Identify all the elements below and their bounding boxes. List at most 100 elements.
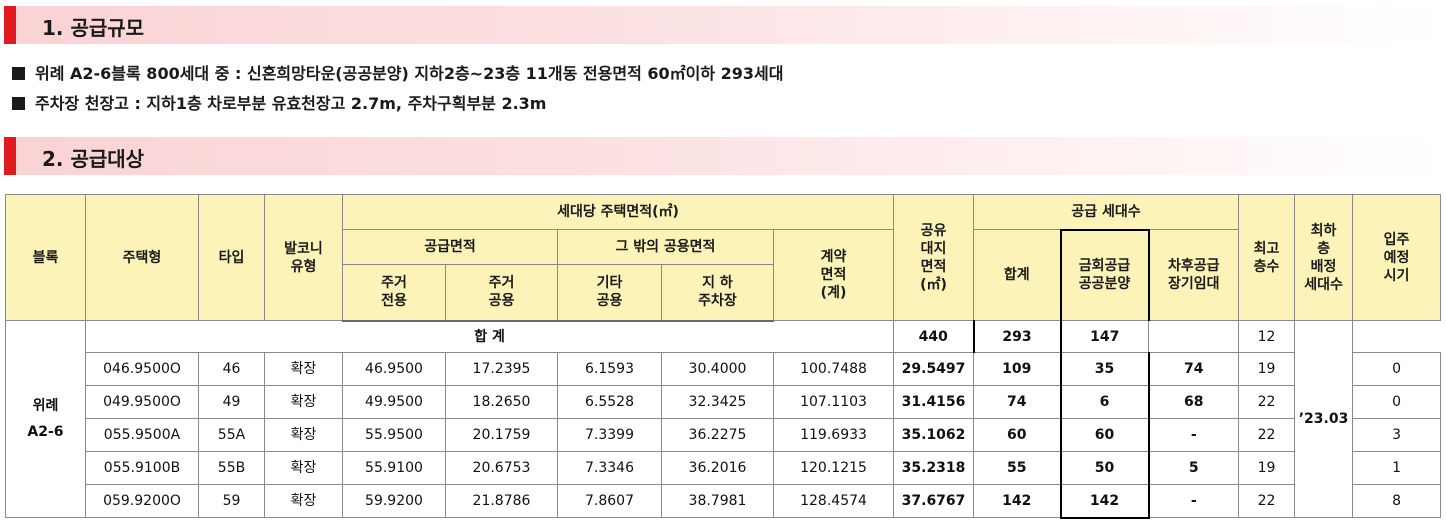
cell-later: 5 bbox=[1148, 451, 1240, 485]
cell-contract: 128.4574 bbox=[772, 484, 895, 518]
cell-housing-type: 059.9200O bbox=[85, 484, 199, 518]
header-supply-area: 공급면적 bbox=[342, 229, 558, 265]
cell-type: 55B bbox=[198, 451, 265, 485]
cell-housing-type: 055.9500A bbox=[85, 418, 199, 452]
cell-parking: 36.2016 bbox=[661, 451, 774, 485]
header-later-supply: 차후공급 장기임대 bbox=[1148, 229, 1240, 321]
square-bullet-icon bbox=[12, 97, 25, 110]
header-parking: 지 하 주차장 bbox=[661, 264, 774, 322]
cell-balcony: 확장 bbox=[264, 352, 343, 386]
cell-max-floor: 22 bbox=[1238, 418, 1296, 452]
header-total: 합계 bbox=[973, 229, 1062, 321]
cell-current: 50 bbox=[1059, 451, 1150, 485]
cell-common: 18.2650 bbox=[445, 385, 558, 419]
summary-later: 147 bbox=[1060, 320, 1150, 353]
cell-max-floor: 22 bbox=[1238, 484, 1296, 518]
header-contract-area: 계약 면적 (계) bbox=[772, 229, 895, 321]
cell-land-share: 29.5497 bbox=[893, 352, 975, 386]
cell-later: 74 bbox=[1148, 352, 1240, 386]
bullet-text: 위례 A2-6블록 800세대 중 : 신혼희망타운(공공분양) 지하2층~23… bbox=[35, 64, 784, 83]
bullet-text: 주차장 천장고 : 지하1층 차로부분 유효천장고 2.7m, 주차구획부분 2… bbox=[35, 94, 547, 113]
cell-housing-type: 055.9100B bbox=[85, 451, 199, 485]
cell-type: 46 bbox=[198, 352, 265, 386]
cell-total: 74 bbox=[973, 385, 1062, 419]
header-housing-type: 주택형 bbox=[85, 194, 199, 321]
cell-type: 59 bbox=[198, 484, 265, 518]
cell-housing-type: 046.9500O bbox=[85, 352, 199, 386]
header-land-share: 공유 대지 면적 (㎡) bbox=[893, 194, 975, 321]
cell-contract: 120.1215 bbox=[772, 451, 895, 485]
cell-type: 55A bbox=[198, 418, 265, 452]
summary-lowest: 12 bbox=[1238, 320, 1296, 353]
cell-total: 60 bbox=[973, 418, 1062, 452]
header-exclusive: 주거 전용 bbox=[342, 264, 446, 322]
cell-other: 7.3399 bbox=[557, 418, 662, 452]
summary-label: 합 계 bbox=[84, 320, 895, 353]
header-supply-units: 공급 세대수 bbox=[973, 194, 1240, 230]
cell-later: - bbox=[1148, 418, 1240, 452]
cell-max-floor: 22 bbox=[1238, 385, 1296, 419]
cell-contract: 100.7488 bbox=[772, 352, 895, 386]
cell-lowest: 0 bbox=[1352, 385, 1442, 419]
cell-parking: 36.2275 bbox=[661, 418, 774, 452]
cell-current: 6 bbox=[1059, 385, 1150, 419]
section-marker bbox=[4, 137, 16, 175]
cell-exclusive: 49.9500 bbox=[342, 385, 446, 419]
square-bullet-icon bbox=[12, 67, 25, 80]
cell-max-floor: 19 bbox=[1238, 451, 1296, 485]
cell-contract: 119.6933 bbox=[772, 418, 895, 452]
cell-exclusive: 55.9100 bbox=[342, 451, 446, 485]
cell-total: 55 bbox=[973, 451, 1062, 485]
cell-land-share: 35.2318 bbox=[893, 451, 975, 485]
header-type: 타입 bbox=[198, 194, 265, 321]
supply-table: 블록 주택형 타입 발코니 유형 세대당 주택면적(㎡) 공유 대지 면적 (㎡… bbox=[5, 194, 1442, 519]
cell-parking: 32.3425 bbox=[661, 385, 774, 419]
cell-later: 68 bbox=[1148, 385, 1240, 419]
table-row: 046.9500O 46 확장 46.9500 17.2395 6.1593 3… bbox=[6, 352, 1442, 386]
cell-land-share: 37.6767 bbox=[893, 484, 975, 518]
cell-other: 7.8607 bbox=[557, 484, 662, 518]
cell-common: 21.8786 bbox=[445, 484, 558, 518]
cell-current: 60 bbox=[1059, 418, 1150, 452]
section-marker bbox=[4, 6, 16, 44]
cell-common: 17.2395 bbox=[445, 352, 558, 386]
bullet-line-supply-info: 위례 A2-6블록 800세대 중 : 신혼희망타운(공공분양) 지하2층~23… bbox=[12, 60, 783, 84]
summary-total: 440 bbox=[893, 320, 975, 353]
cell-other: 6.1593 bbox=[557, 352, 662, 386]
header-area-per-unit: 세대당 주택면적(㎡) bbox=[341, 194, 895, 230]
section-title: 1. 공급규모 bbox=[42, 16, 145, 40]
summary-max-floor bbox=[1148, 320, 1240, 353]
cell-balcony: 확장 bbox=[264, 385, 343, 419]
cell-current: 142 bbox=[1059, 484, 1150, 519]
cell-other: 6.5528 bbox=[557, 385, 662, 419]
header-other-common: 그 밖의 공용면적 bbox=[557, 229, 774, 265]
cell-exclusive: 55.9500 bbox=[342, 418, 446, 452]
section-title: 2. 공급대상 bbox=[42, 147, 145, 171]
cell-balcony: 확장 bbox=[264, 451, 343, 485]
table-row: 055.9500A 55A 확장 55.9500 20.1759 7.3399 … bbox=[6, 418, 1442, 452]
cell-other: 7.3346 bbox=[557, 451, 662, 485]
cell-balcony: 확장 bbox=[264, 418, 343, 452]
cell-land-share: 35.1062 bbox=[893, 418, 975, 452]
cell-common: 20.1759 bbox=[445, 418, 558, 452]
summary-row: 위례 A2-6 합 계 440 293 147 12 ’23.03 bbox=[5, 320, 1441, 518]
cell-later: - bbox=[1148, 484, 1240, 518]
cell-exclusive: 59.9200 bbox=[342, 484, 446, 518]
cell-parking: 38.7981 bbox=[661, 484, 774, 518]
table-row: 059.9200O 59 확장 59.9200 21.8786 7.8607 3… bbox=[6, 484, 1442, 519]
cell-parking: 30.4000 bbox=[661, 352, 774, 386]
header-common: 주거 공용 bbox=[445, 264, 558, 322]
cell-lowest: 3 bbox=[1352, 418, 1442, 452]
cell-type: 49 bbox=[198, 385, 265, 419]
header-block: 블록 bbox=[5, 194, 86, 321]
block-cell: 위례 A2-6 bbox=[5, 320, 86, 518]
cell-lowest: 0 bbox=[1352, 352, 1442, 386]
header-max-floor: 최고 층수 bbox=[1238, 194, 1296, 321]
cell-contract: 107.1103 bbox=[772, 385, 895, 419]
cell-lowest: 1 bbox=[1352, 451, 1442, 485]
section-header-supply-scale: 1. 공급규모 bbox=[4, 6, 1440, 44]
move-in-cell: ’23.03 bbox=[1294, 320, 1354, 518]
table-row: 049.9500O 49 확장 49.9500 18.2650 6.5528 3… bbox=[6, 385, 1442, 419]
cell-balcony: 확장 bbox=[264, 484, 343, 518]
cell-exclusive: 46.9500 bbox=[342, 352, 446, 386]
